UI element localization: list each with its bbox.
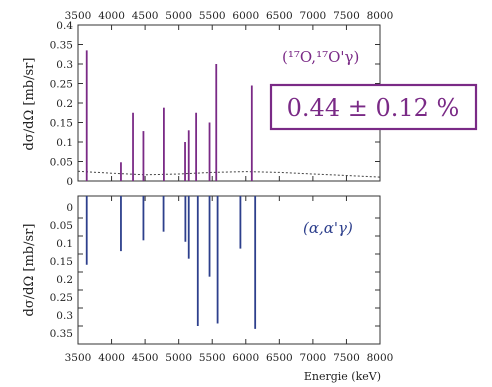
x-tick-label: 7000	[300, 10, 327, 22]
x-tick-label: 6000	[232, 352, 259, 364]
top-panel: 3500 4000 4500 5000 5500 6000 6500 7000 7500 8000…	[50, 10, 394, 188]
y-tick-label: 0.35	[50, 40, 73, 52]
top-y-axis-title: dσ/dΩ [mb/sr]	[22, 58, 37, 151]
x-tick-label: 4000	[98, 352, 125, 364]
y-tick-label: 0.2	[56, 274, 73, 286]
y-tick-label: 0.15	[50, 256, 73, 268]
x-axis-title: Energie (keV)	[304, 370, 381, 383]
x-tick-label: 5000	[165, 352, 192, 364]
y-tick-label: 0.2	[56, 98, 73, 110]
x-tick-label: 8000	[367, 10, 394, 22]
y-tick-label: 0	[66, 202, 73, 214]
x-tick-label: 6500	[266, 352, 293, 364]
top-reaction-label: (¹⁷O,¹⁷O'γ)	[282, 48, 359, 66]
x-tick-label: 4500	[132, 10, 159, 22]
y-tick-label: 0.3	[56, 59, 73, 71]
y-tick-label: 0.1	[56, 238, 73, 250]
x-tick-label: 6500	[266, 10, 293, 22]
y-tick-label: 0.05	[50, 220, 73, 232]
y-tick-label: 0.3	[56, 310, 73, 322]
x-tick-label: 5000	[165, 10, 192, 22]
bottom-y-axis-title: dσ/dΩ [mb/sr]	[22, 224, 37, 317]
plot-frame	[77, 195, 381, 345]
bottom-reaction-label: (α,α'γ)	[303, 219, 353, 237]
y-tick-label: 0.4	[56, 20, 73, 32]
x-tick-label: 4500	[132, 352, 159, 364]
ratio-box: 0.44 ± 0.12 %	[269, 83, 478, 131]
x-tick-label: 6000	[232, 10, 259, 22]
x-tick-label: 3500	[65, 352, 92, 364]
background-curve	[77, 170, 381, 178]
x-tick-label: 7500	[333, 10, 360, 22]
y-tick-label: 0.15	[50, 118, 73, 130]
ratio-value: 0.44 ± 0.12 %	[287, 94, 460, 122]
x-tick-label: 7500	[333, 352, 360, 364]
x-tick-label: 8000	[367, 352, 394, 364]
x-tick-label: 7000	[300, 352, 327, 364]
y-tick-label: 0.35	[50, 328, 73, 340]
y-tick-label: 0.25	[50, 79, 73, 91]
y-tick-label: 0	[66, 176, 73, 188]
y-tick-label: 0.05	[50, 157, 73, 169]
x-tick-label: 4000	[98, 10, 125, 22]
y-tick-label: 0.25	[50, 292, 73, 304]
x-tick-label: 3500	[65, 10, 92, 22]
bottom-panel: 3500 4000 4500 5000 5500 6000 6500 7000 7500 8000…	[50, 195, 394, 364]
x-tick-label: 5500	[199, 10, 226, 22]
y-tick-label: 0.1	[56, 137, 73, 149]
x-tick-label: 5500	[199, 352, 226, 364]
